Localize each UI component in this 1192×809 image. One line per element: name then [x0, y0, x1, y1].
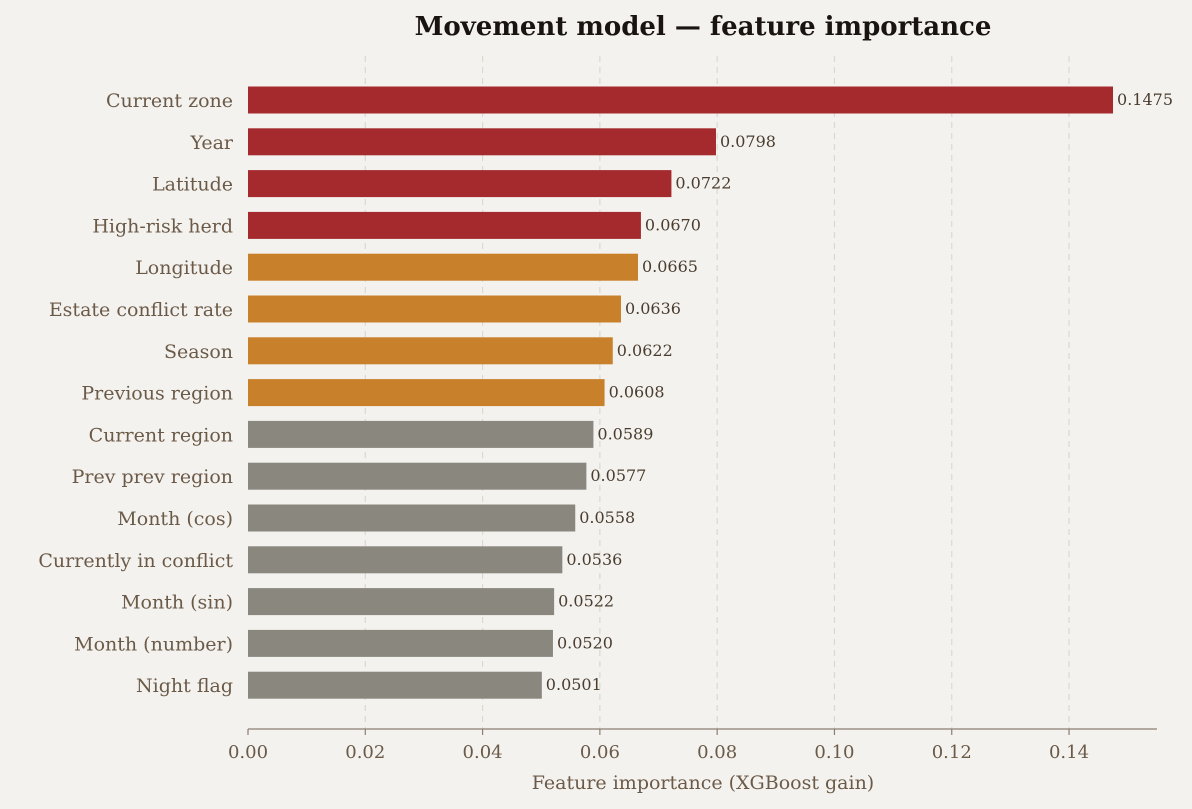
bar — [248, 337, 613, 365]
category-labels: Current zone Year Latitude High-risk herd Lo… — [38, 90, 234, 697]
value-label: 0.0577 — [590, 466, 646, 485]
x-axis-label: Feature importance (XGBoost gain) — [532, 772, 874, 794]
category-label: Year — [189, 132, 233, 154]
value-label: 0.0608 — [609, 383, 665, 402]
x-tick-label: 0.14 — [1049, 742, 1089, 763]
bar — [248, 253, 638, 281]
category-label: Month (cos) — [117, 508, 233, 530]
value-label: 0.1475 — [1117, 90, 1173, 109]
category-label: Previous region — [81, 383, 233, 405]
value-label: 0.0622 — [617, 341, 673, 360]
value-label: 0.0722 — [675, 174, 731, 193]
category-label: Month (sin) — [121, 592, 233, 614]
value-label: 0.0589 — [597, 424, 653, 443]
bar — [248, 588, 555, 616]
x-tick-label: 0.10 — [814, 742, 854, 763]
category-label: Night flag — [136, 675, 233, 697]
bar — [248, 504, 576, 532]
value-label: 0.0670 — [645, 215, 701, 234]
bar — [248, 211, 641, 239]
x-tick-label: 0.04 — [463, 742, 503, 763]
bar — [248, 86, 1114, 114]
bar — [248, 671, 542, 699]
value-label: 0.0520 — [557, 633, 613, 652]
value-label: 0.0501 — [546, 675, 602, 694]
value-label: 0.0665 — [642, 257, 698, 276]
x-tick-label: 0.00 — [228, 742, 268, 763]
x-tick-label: 0.06 — [580, 742, 620, 763]
x-tick-label: 0.12 — [932, 742, 972, 763]
bar — [248, 629, 553, 657]
category-label: Currently in conflict — [38, 550, 233, 572]
category-label: Current zone — [106, 90, 233, 112]
category-label: Longitude — [135, 257, 233, 279]
x-axis-ticks: 0.00 0.02 0.04 0.06 0.08 0.10 0.12 0.14 — [228, 729, 1089, 763]
value-label: 0.0536 — [566, 550, 622, 569]
gridlines — [364, 56, 1070, 729]
bar — [248, 170, 672, 198]
category-label: Current region — [89, 424, 233, 446]
value-label: 0.0522 — [558, 592, 614, 611]
chart-title: Movement model — feature importance — [415, 12, 992, 42]
bar — [248, 128, 716, 156]
category-label: Month (number) — [74, 633, 233, 655]
bar — [248, 295, 621, 323]
value-label: 0.0558 — [579, 508, 635, 527]
value-label: 0.0798 — [720, 132, 776, 151]
category-label: Prev prev region — [72, 466, 233, 488]
category-label: Season — [164, 341, 233, 363]
bar — [248, 546, 563, 574]
category-label: Latitude — [152, 174, 233, 196]
bar — [248, 420, 594, 448]
bars — [248, 86, 1114, 699]
category-label: Estate conflict rate — [49, 299, 233, 321]
category-label: High-risk herd — [92, 215, 233, 237]
x-tick-label: 0.08 — [697, 742, 737, 763]
value-label: 0.0636 — [625, 299, 681, 318]
value-labels: 0.1475 0.0798 0.0722 0.0670 0.0665 0.0636 0.06… — [546, 90, 1173, 694]
bar — [248, 462, 587, 490]
x-tick-label: 0.02 — [345, 742, 385, 763]
bar — [248, 379, 605, 407]
